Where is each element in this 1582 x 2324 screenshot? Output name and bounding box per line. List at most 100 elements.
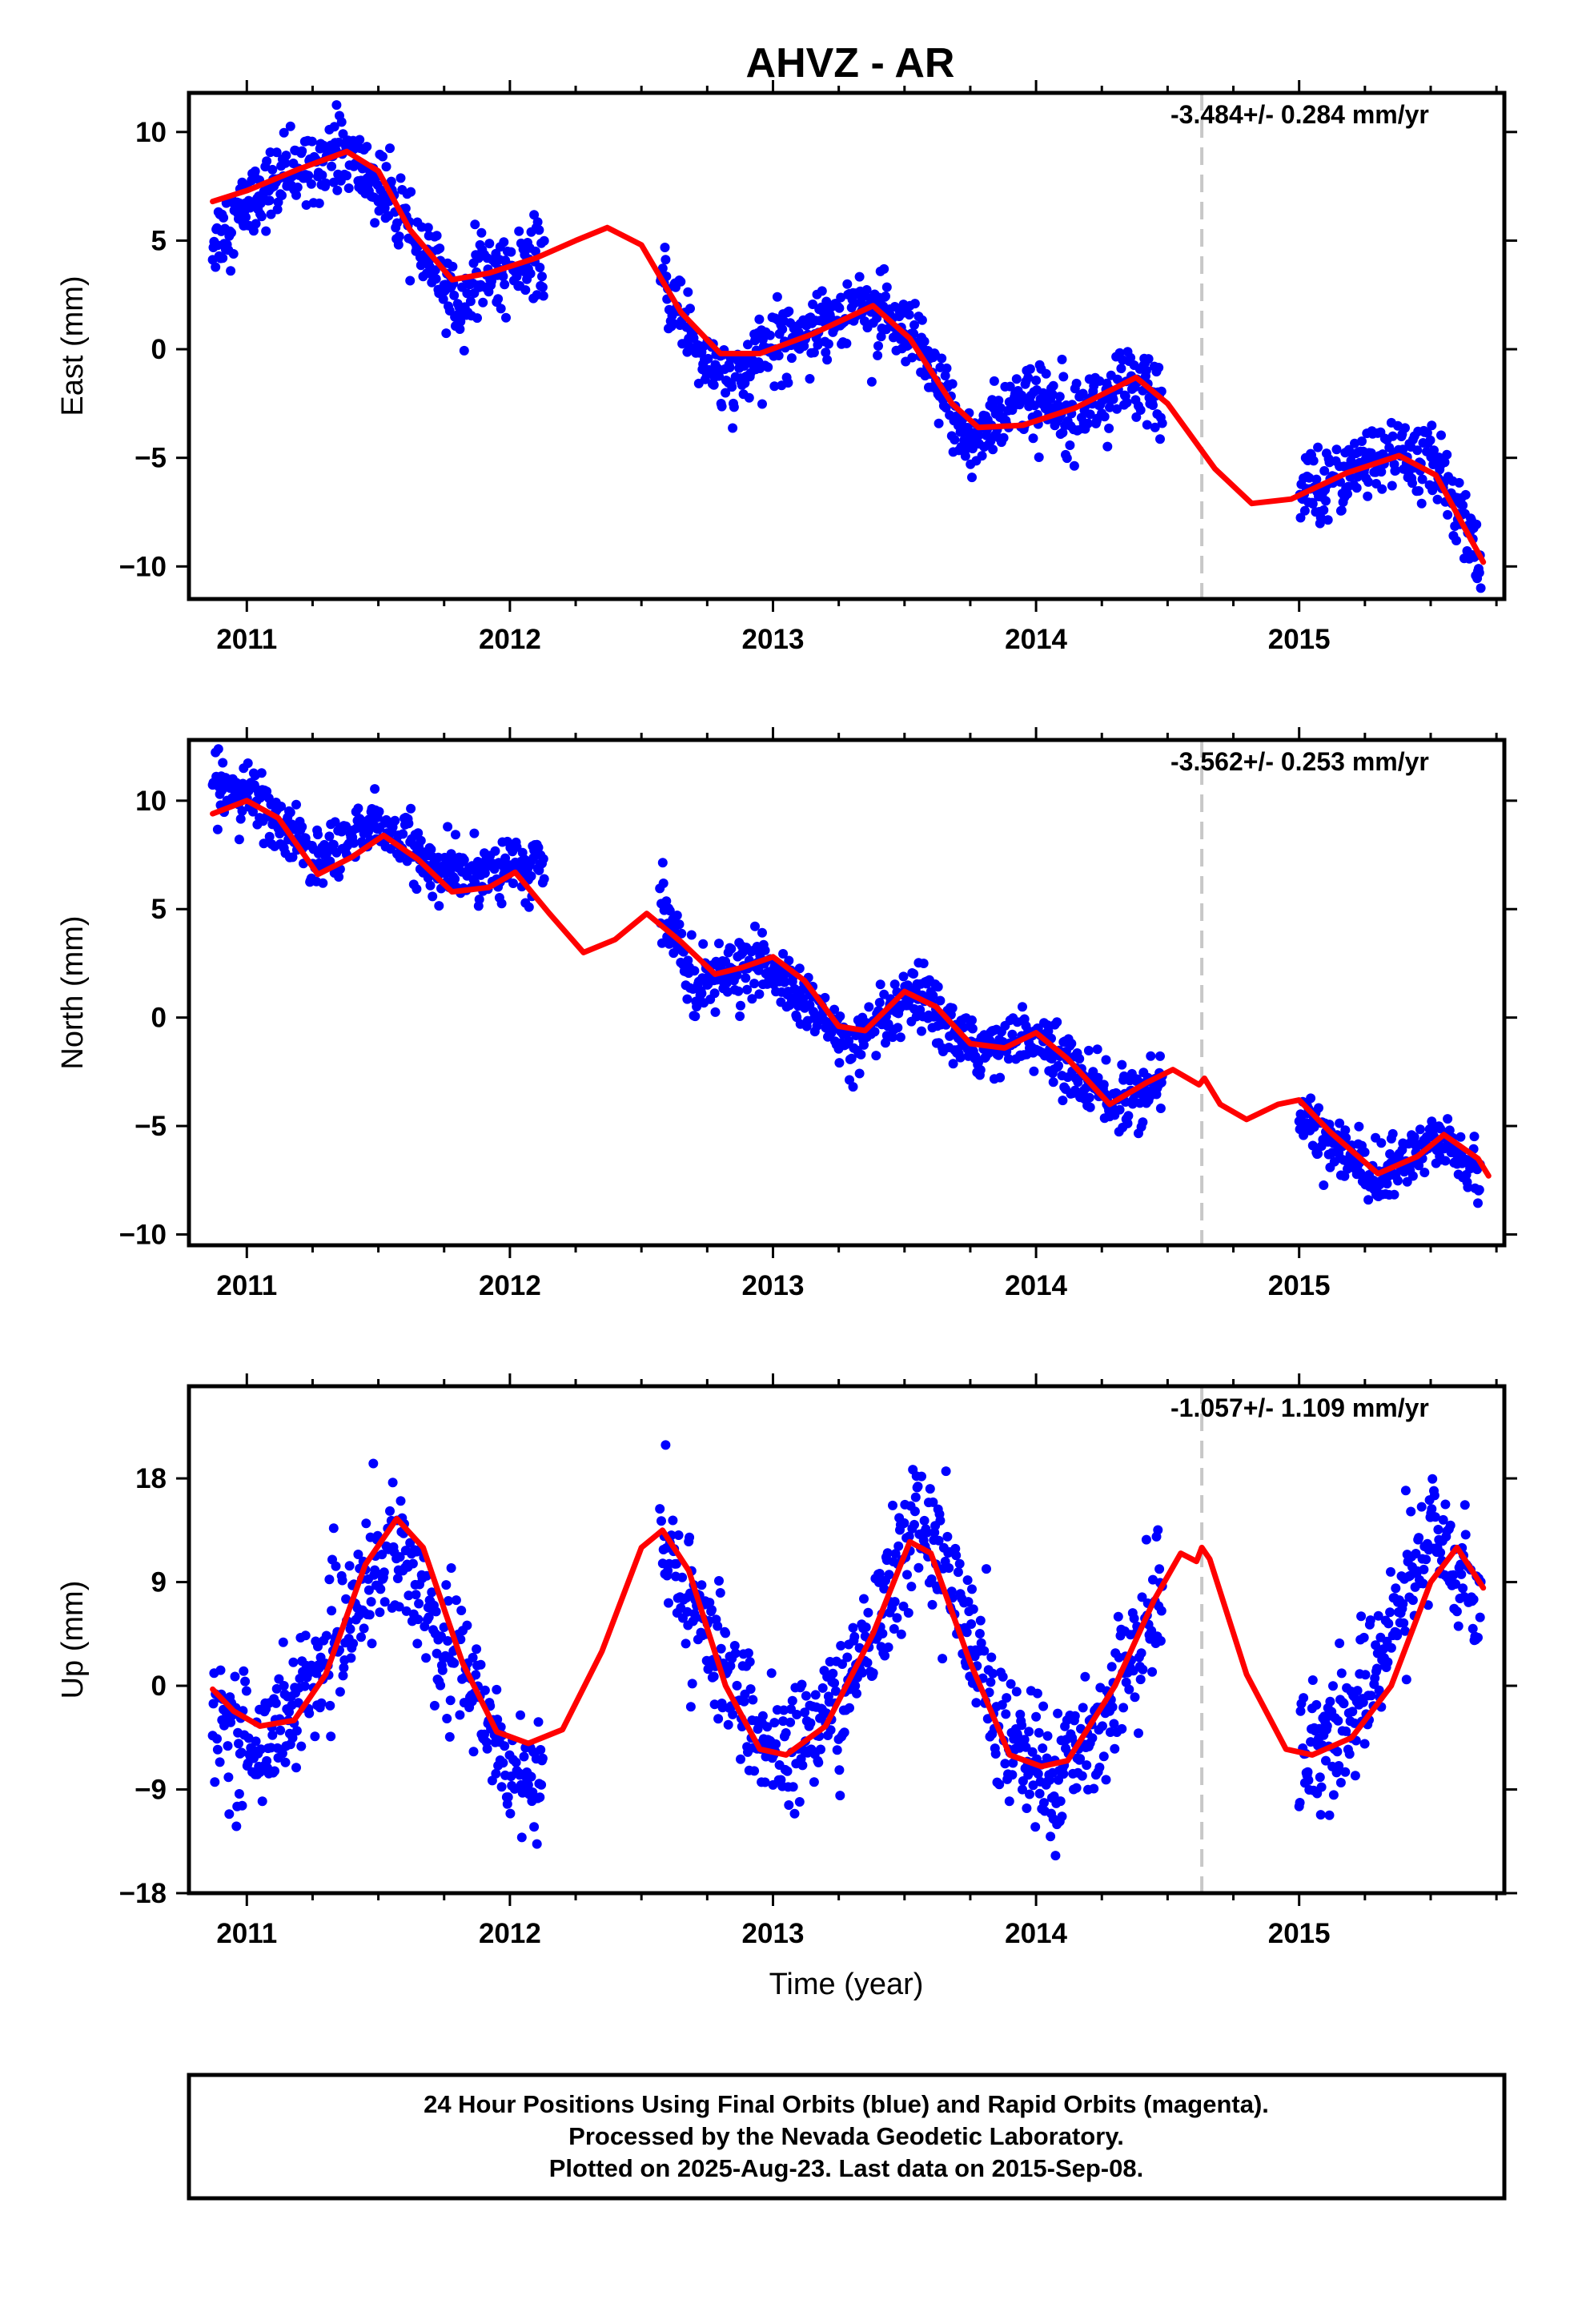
up-x-tick-label: 2014 [1005,1918,1067,1949]
north-data-point [742,984,753,995]
up-data-point [1359,1632,1369,1642]
north-data-point [714,939,724,949]
footer-line-2: Processed by the Nevada Geodetic Laborat… [568,2122,1124,2150]
north-data-point [677,928,687,939]
east-data-point [703,353,713,364]
east-data-point [1425,435,1435,445]
up-data-point [1098,1721,1107,1731]
east-data-point [1011,374,1022,384]
north-data-point [657,858,668,868]
up-data-point [986,1652,997,1663]
up-data-point [304,1708,315,1719]
north-data-point [1043,1026,1054,1036]
east-rate-label: -3.484+/- 0.284 mm/yr [1170,100,1429,129]
up-data-point [1155,1636,1166,1646]
up-data-point [745,1657,755,1667]
up-data-point [800,1707,810,1718]
east-data-point [1030,400,1040,411]
east-data-point [841,338,852,348]
up-data-point [1418,1578,1428,1589]
up-data-point [1321,1755,1331,1766]
north-data-point [698,939,709,949]
north-data-point [848,1082,858,1092]
up-data-point [1335,1638,1345,1648]
up-data-point [962,1575,973,1586]
east-data-point [405,275,416,286]
up-data-point [723,1719,733,1730]
up-data-point [1082,1760,1092,1771]
up-data-point [526,1771,536,1782]
up-data-point [379,1597,390,1607]
up-data-point [1334,1761,1344,1771]
east-data-point [881,292,890,301]
east-data-point [532,217,543,227]
east-data-point [538,291,548,301]
north-data-point [450,874,460,884]
north-data-point [1083,1045,1094,1055]
north-data-point [854,1068,865,1079]
up-data-point [1445,1520,1456,1530]
up-data-point [668,1515,678,1526]
north-data-point [353,803,363,814]
east-data-point [381,162,391,172]
up-data-point [828,1668,838,1679]
east-data-point [496,304,506,314]
north-data-point [1146,1051,1156,1061]
up-data-point [411,1590,421,1600]
up-data-point [1154,1564,1165,1574]
up-data-point [1332,1747,1343,1757]
up-data-point [797,1679,807,1690]
up-data-point [1295,1798,1305,1807]
north-data-point [1474,1184,1484,1195]
up-data-point [1039,1798,1049,1808]
up-data-point [834,1765,845,1775]
up-data-point [766,1668,777,1679]
up-data-point [1101,1775,1111,1785]
east-data-point [1308,456,1319,466]
east-data-point [821,348,831,358]
up-data-point [277,1748,287,1759]
east-data-point [1054,392,1065,402]
up-data-point [778,1716,789,1727]
up-panel: 2011 2012 2013 2014 2015 −18 −9 0 9 18 Up (mm) -1.0… [56,1373,1517,1949]
up-data-point [326,1731,336,1742]
east-data-point [872,313,882,324]
north-data-point [423,873,433,883]
footer-box: 24 Hour Positions Using Final Orbits (bl… [187,2073,1507,2201]
up-data-point [436,1680,446,1691]
up-data-point [1147,1667,1158,1677]
up-data-point [1356,1611,1367,1622]
east-data-point [1321,496,1331,506]
east-data-point [1476,583,1486,593]
east-data-point [1078,388,1088,399]
up-data-point [236,1747,247,1758]
up-data-point [1448,1570,1459,1580]
up-data-point [1366,1691,1376,1701]
up-data-point [896,1629,906,1639]
up-data-point [280,1757,291,1767]
north-data-point [451,830,460,840]
up-data-point [1391,1583,1401,1594]
up-data-point [536,1779,547,1790]
up-data-point [954,1558,965,1569]
up-data-point [1109,1719,1119,1729]
up-data-point [1438,1514,1448,1525]
north-data-point [732,970,742,980]
up-data-point [468,1747,479,1757]
up-data-point [1339,1699,1349,1709]
east-data-point [498,271,508,282]
north-x-tick-label: 2014 [1005,1270,1067,1301]
east-data-point [400,203,411,214]
up-data-point [857,1667,868,1678]
up-data-point [1000,1759,1010,1769]
up-data-point [429,1700,440,1711]
east-data-point [1414,486,1424,496]
east-data-point [873,341,883,351]
up-data-point [395,1552,405,1562]
north-data-point [313,830,323,840]
up-data-point [392,1574,403,1583]
up-data-point [533,1717,544,1727]
north-data-point [1138,1117,1148,1128]
up-data-point [226,1717,236,1727]
